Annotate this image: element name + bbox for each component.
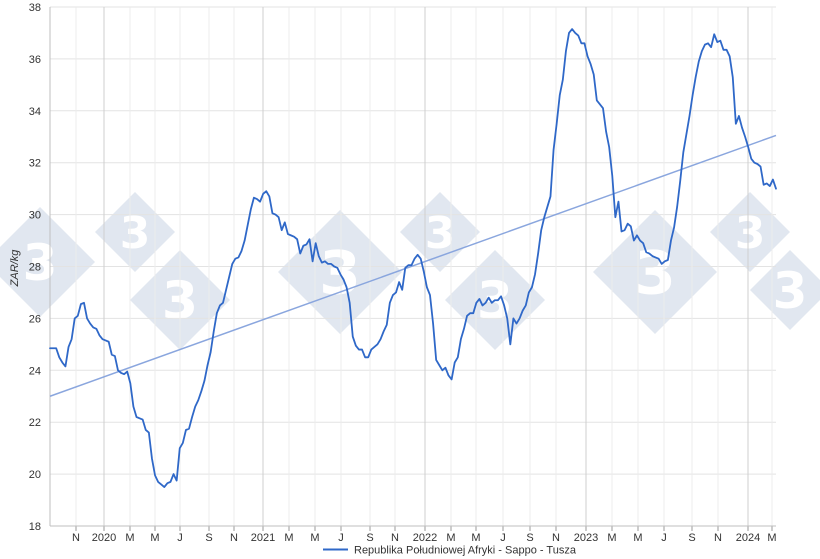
x-tick-label: 2024 <box>736 532 760 544</box>
x-tick-label: J <box>338 532 344 544</box>
watermark-digit: 3 <box>23 234 58 292</box>
y-tick-label: 22 <box>29 417 41 429</box>
x-tick-label: M <box>125 532 134 544</box>
x-tick-label: 2020 <box>92 532 116 544</box>
x-tick-label: S <box>526 532 533 544</box>
y-tick-label: 34 <box>29 106 41 118</box>
x-tick-label: M <box>767 532 776 544</box>
watermark-diamond <box>400 192 480 272</box>
legend-label: Republika Południowej Afryki - Sappo - T… <box>354 545 577 557</box>
watermark-digit: 3 <box>773 262 808 320</box>
x-tick-label: S <box>688 532 695 544</box>
x-tick-label: M <box>446 532 455 544</box>
watermark-diamond <box>593 210 717 334</box>
y-axis-label: ZAR/kg <box>9 249 21 288</box>
x-tick-label: N <box>391 532 399 544</box>
x-tick-label: N <box>552 532 560 544</box>
x-tick-label: 2021 <box>251 532 275 544</box>
legend: Republika Południowej Afryki - Sappo - T… <box>323 545 577 557</box>
x-tick-label: M <box>284 532 293 544</box>
y-tick-label: 30 <box>29 210 41 222</box>
x-tick-label: 2023 <box>574 532 598 544</box>
x-tick-label: M <box>310 532 319 544</box>
trendline-layer <box>49 134 777 397</box>
watermark-digit: 3 <box>120 208 151 259</box>
x-tick-label: N <box>230 532 238 544</box>
y-tick-label: 28 <box>29 262 41 274</box>
y-axis-ticks: 18 20 22 24 26 28 30 32 34 36 38 <box>29 2 41 533</box>
x-tick-label: S <box>366 532 373 544</box>
x-tick-label: 2022 <box>413 532 437 544</box>
series-line <box>49 28 777 488</box>
watermark-digit: 3 <box>735 208 766 259</box>
x-tick-label: M <box>471 532 480 544</box>
y-tick-label: 36 <box>29 54 41 66</box>
watermark-layer: 333 333 333 <box>0 192 820 350</box>
x-tick-label: J <box>177 532 183 544</box>
watermark-diamond <box>750 250 820 330</box>
watermark-diamond <box>0 207 95 317</box>
x-axis-ticks: N 2020 M M J S N 2021 M M J S N 2022 M M J S N 2023 M M J S N 202… <box>72 532 777 544</box>
trend-line <box>49 134 777 397</box>
grid-lines <box>49 6 776 531</box>
y-tick-label: 24 <box>29 365 41 377</box>
y-tick-label: 32 <box>29 158 41 170</box>
y-tick-label: 20 <box>29 469 41 481</box>
x-tick-label: N <box>714 532 722 544</box>
x-tick-label: J <box>500 532 506 544</box>
watermark-diamond <box>710 192 790 272</box>
y-tick-label: 18 <box>29 521 41 533</box>
x-tick-label: N <box>72 532 80 544</box>
x-tick-label: M <box>150 532 159 544</box>
x-tick-label: J <box>661 532 667 544</box>
series-layer <box>49 28 777 488</box>
x-tick-label: S <box>205 532 212 544</box>
x-tick-label: M <box>633 532 642 544</box>
y-tick-label: 26 <box>29 313 41 325</box>
x-tick-label: M <box>607 532 616 544</box>
watermark-digit: 3 <box>425 208 456 259</box>
y-tick-label: 38 <box>29 2 41 14</box>
